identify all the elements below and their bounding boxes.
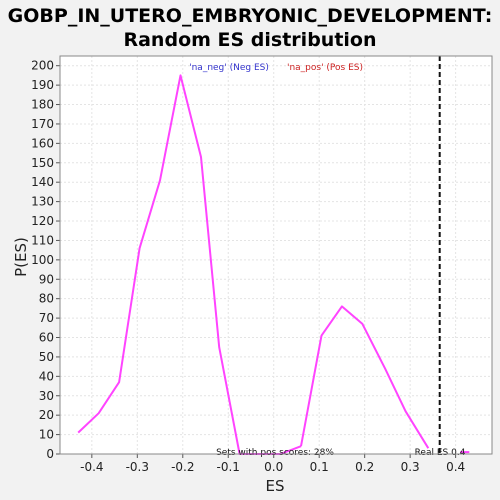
x-tick-label: -0.1 [217,460,240,474]
y-tick-label: 150 [31,156,54,170]
y-tick-label: 110 [31,233,54,247]
chart-title-line2: Random ES distribution [123,29,376,51]
x-tick-label: 0.4 [446,460,465,474]
y-tick-label: 20 [39,408,54,422]
y-tick-label: 180 [31,98,54,112]
y-tick-label: 140 [31,175,54,189]
y-tick-label: 130 [31,195,54,209]
x-tick-label: 0.1 [310,460,329,474]
legend-entry-pos: 'na_pos' (Pos ES) [287,63,363,73]
y-tick-label: 90 [39,272,54,286]
series-line--na-pos-pos-es- [300,305,430,449]
y-tick-label: 70 [39,311,54,325]
plot-border [59,55,493,455]
x-tick-label: 0.2 [355,460,374,474]
y-tick-label: 40 [39,369,54,383]
y-tick-label: 190 [31,78,54,92]
y-tick-label: 60 [39,331,54,345]
y-tick-label: 200 [31,59,54,73]
annotations: Sets with pos scores: 28% Real ES 0.4 [216,448,466,458]
y-tick-label: 80 [39,292,54,306]
y-tick-label: 0 [46,447,54,461]
y-tick-label: 170 [31,117,54,131]
y-tick-label: 160 [31,136,54,150]
x-tick-label: 0.0 [264,460,283,474]
chart-title-line1: GOBP_IN_UTERO_EMBRYONIC_DEVELOPMENT: [8,5,493,27]
x-axis-label: ES [266,477,285,495]
x-tick-label: -0.2 [171,460,194,474]
legend-entry-neg: 'na_neg' (Neg ES) [189,63,269,73]
y-tick-label: 120 [31,214,54,228]
annotation-real-es: Real ES 0.4 [415,448,466,458]
y-axis-ticks: 0 10 20 30 40 50 60 70 80 90 100 110 120 130 140 150 160… [31,59,60,461]
y-tick-label: 10 [39,428,54,442]
annotation-pos-scores: Sets with pos scores: 28% [216,448,334,458]
plot-area [60,56,492,454]
x-tick-label: -0.4 [80,460,103,474]
y-tick-label: 100 [31,253,54,267]
x-tick-label: -0.3 [126,460,149,474]
grid-lines [60,56,492,455]
x-axis-ticks: -0.4 -0.3 -0.2 -0.1 0.0 0.1 0.2 0.3 0.4 [80,454,465,474]
y-axis-label: P(ES) [12,237,30,277]
y-tick-label: 30 [39,389,54,403]
y-tick-label: 50 [39,350,54,364]
legend: 'na_neg' (Neg ES) 'na_pos' (Pos ES) [189,63,363,73]
x-tick-label: 0.3 [401,460,420,474]
